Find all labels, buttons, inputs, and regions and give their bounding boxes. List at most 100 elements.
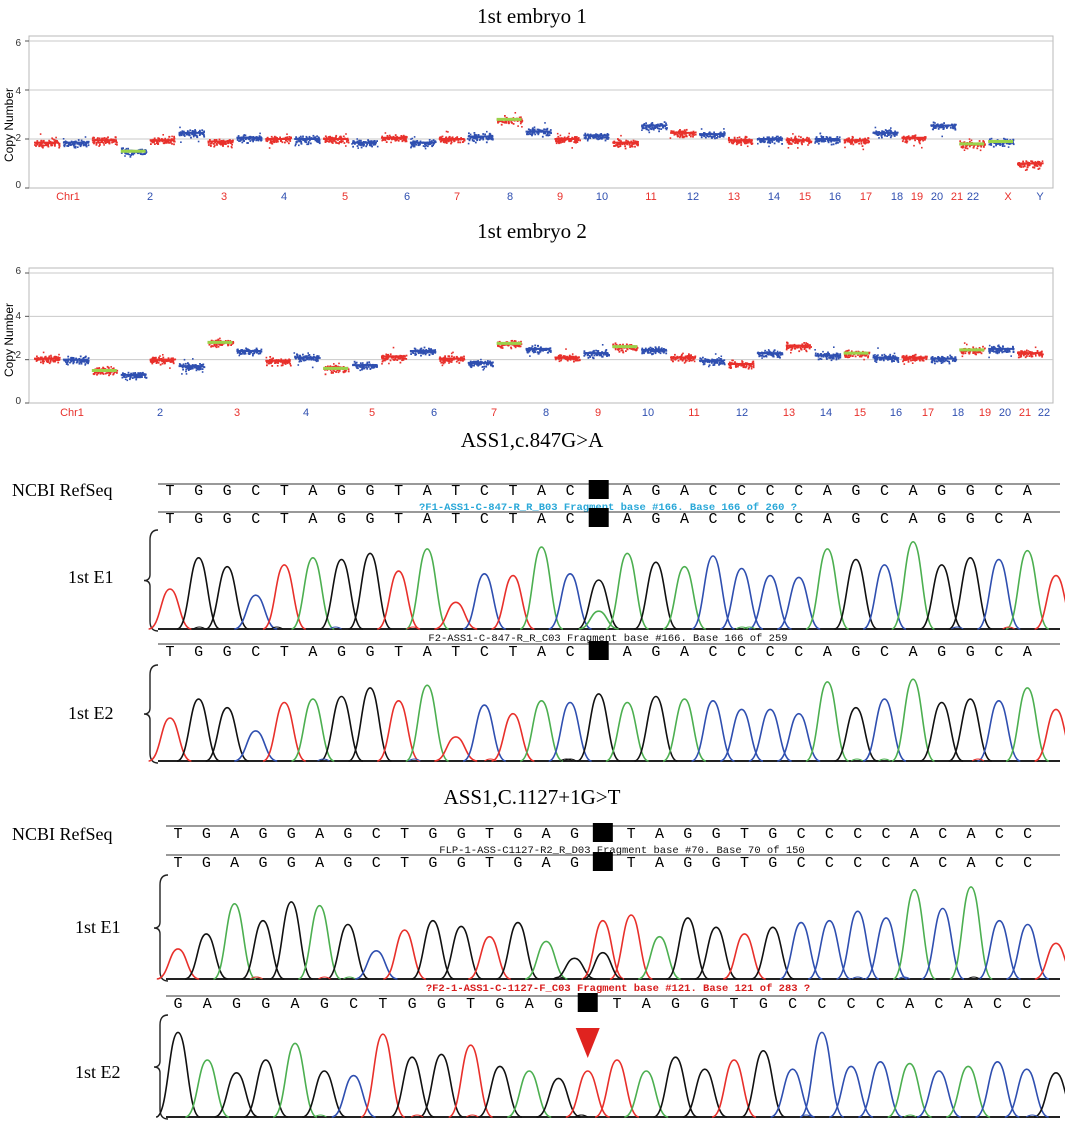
cnv-point — [382, 138, 384, 141]
cnv-point — [388, 134, 391, 137]
cnv-point — [244, 138, 247, 141]
chromosome-label: 5 — [369, 407, 375, 419]
cnv-point — [381, 139, 383, 142]
cnv-segment — [988, 137, 1015, 148]
cnv-point — [583, 354, 586, 357]
cnv-point — [795, 138, 798, 140]
cnv-point — [172, 357, 174, 360]
cnv-point — [45, 359, 48, 361]
cnv-point — [162, 356, 165, 359]
cnv-point — [942, 128, 945, 130]
cnv-point — [445, 142, 448, 144]
cnv-point — [772, 353, 775, 356]
cnv-point — [337, 371, 340, 374]
cnv-point — [126, 379, 129, 382]
cnv-point — [152, 361, 155, 363]
cnv-point — [662, 126, 665, 128]
cnv-point — [702, 356, 704, 359]
cnv-point — [600, 133, 603, 135]
cnv-point — [68, 142, 71, 145]
cnv-point — [647, 125, 650, 128]
cnv-point — [450, 361, 453, 363]
cnv-point — [455, 360, 458, 363]
cnv-point — [98, 367, 101, 369]
cnv-point — [644, 127, 647, 129]
cnv-point — [728, 366, 731, 369]
cnv-point — [778, 355, 780, 358]
cnv-point — [801, 143, 803, 146]
cnv-point — [259, 352, 261, 354]
cnv-point — [507, 120, 510, 123]
cnv-point — [191, 130, 194, 133]
cnv-point — [484, 360, 487, 363]
cnv-point — [955, 123, 957, 126]
cnv-point — [93, 137, 95, 139]
cnv-point — [740, 142, 743, 144]
cnv-point — [689, 135, 692, 138]
cnv-point — [330, 372, 333, 374]
cnv-point — [402, 359, 405, 361]
cnv-point — [820, 140, 823, 143]
cnv-point — [219, 339, 222, 342]
cnv-point — [232, 341, 234, 343]
cnv-point — [574, 140, 577, 143]
cnv-point — [482, 366, 484, 368]
cnv-point — [750, 140, 753, 143]
cnv-point — [785, 348, 788, 351]
cnv-point — [161, 360, 163, 363]
cnv-point — [239, 353, 242, 355]
cnv-point — [652, 350, 655, 353]
cnv-point — [284, 358, 287, 361]
cnv-point — [1030, 160, 1032, 163]
cnv-point — [313, 353, 315, 356]
cnv-point — [664, 127, 667, 130]
chromosome-label: Chr1 — [60, 407, 84, 419]
cnv-point — [230, 344, 232, 346]
cnv-point — [450, 141, 453, 144]
cnv-point — [505, 120, 507, 123]
cnv-point — [558, 141, 561, 144]
cnv-point — [58, 143, 61, 145]
cnv-point — [286, 133, 288, 135]
cnv-point — [108, 140, 110, 143]
chromosome-label: 18 — [952, 407, 964, 419]
cnv-point — [85, 359, 87, 362]
cnv-point — [217, 339, 219, 341]
cnv-point — [660, 128, 663, 130]
cnv-point — [643, 352, 645, 355]
cnv-point — [87, 144, 90, 147]
cnv-point — [654, 352, 657, 355]
cnv-point — [787, 138, 790, 140]
cnv-point — [821, 136, 823, 138]
cnv-point — [318, 138, 321, 141]
cnv-point — [230, 145, 233, 148]
cnv-point — [101, 371, 104, 374]
cnv-point — [601, 137, 603, 140]
cnv-point — [546, 132, 549, 134]
cnv-point — [677, 130, 680, 133]
cnv-point — [284, 362, 287, 365]
cnv-point — [864, 140, 867, 143]
chromosome-label: 6 — [431, 407, 437, 419]
cnv-point — [941, 135, 943, 138]
cnv-point — [62, 138, 65, 140]
cnv-point — [137, 152, 139, 154]
cnv-point — [399, 138, 402, 141]
cnv-point — [777, 140, 780, 143]
cnv-point — [298, 144, 300, 147]
cnv-point — [1037, 160, 1039, 163]
cnv-point — [666, 127, 668, 129]
cnv-point — [548, 134, 551, 136]
cnv-point — [216, 339, 218, 342]
cnv-point — [298, 136, 301, 139]
cnv-point — [775, 135, 778, 138]
cnv-point — [682, 357, 685, 360]
cnv-point — [688, 353, 690, 356]
cnv-point — [145, 376, 148, 379]
cnv-point — [125, 147, 128, 150]
cnv-point — [478, 139, 481, 141]
cnv-point — [124, 152, 126, 154]
cnv-point — [187, 369, 190, 371]
cnv-point — [763, 355, 766, 358]
cnv-point — [693, 360, 696, 363]
